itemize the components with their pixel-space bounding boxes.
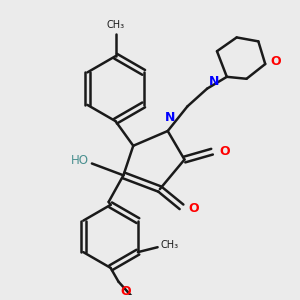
Text: O: O [188, 202, 199, 215]
Text: N: N [164, 111, 175, 124]
Text: CH₃: CH₃ [160, 240, 179, 250]
Text: O: O [219, 145, 230, 158]
Text: O: O [121, 285, 131, 298]
Text: N: N [208, 75, 219, 88]
Text: O: O [270, 55, 281, 68]
Text: CH₃: CH₃ [106, 20, 124, 29]
Text: HO: HO [71, 154, 89, 167]
